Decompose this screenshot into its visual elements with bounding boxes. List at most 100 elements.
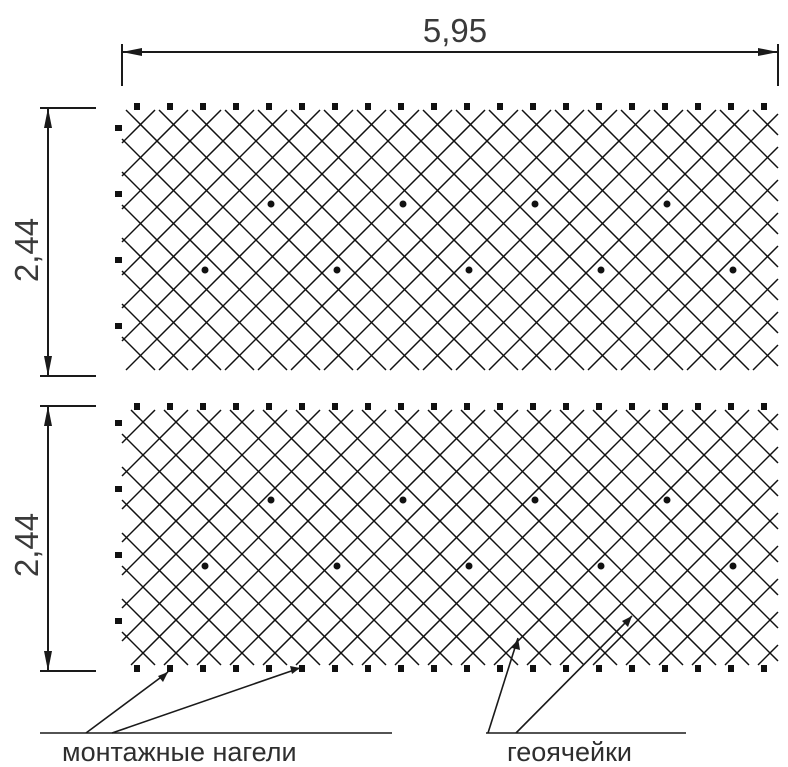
mesh-strip	[521, 109, 779, 367]
mesh-strip	[224, 109, 486, 371]
mesh-strip	[455, 109, 717, 371]
anchor-peg	[597, 562, 605, 570]
mesh-strip	[130, 409, 387, 666]
anchor-peg	[398, 665, 404, 672]
geocell-panel-bottom	[115, 403, 779, 672]
mesh-strip	[554, 109, 779, 334]
anchor-peg	[200, 403, 206, 410]
mesh-strip	[559, 409, 779, 629]
geocell-panel-top	[115, 103, 779, 371]
mesh-strip	[121, 204, 288, 371]
anchor-peg	[266, 403, 272, 410]
anchor-peg	[729, 266, 737, 274]
mesh-strip	[653, 245, 779, 371]
anchor-peg	[365, 665, 371, 672]
anchor-peg	[398, 103, 404, 110]
mesh-strip	[121, 336, 156, 371]
mesh-strip	[752, 109, 779, 136]
mesh-strip	[658, 545, 779, 666]
mesh-strip	[262, 409, 519, 666]
anchor-peg	[115, 125, 122, 131]
mesh-strip	[121, 409, 255, 543]
mesh-strip	[724, 611, 779, 666]
anchor-peg	[465, 266, 473, 274]
mesh-strip	[229, 409, 486, 666]
mesh-strip	[356, 109, 618, 371]
anchors-label: монтажные нагели	[62, 737, 297, 767]
mesh-strip	[121, 409, 354, 642]
mesh-strip	[121, 598, 189, 666]
mesh-strip	[361, 409, 618, 666]
mesh-strip	[121, 409, 288, 576]
mesh-strip	[121, 171, 321, 371]
anchor-peg	[266, 103, 272, 110]
anchor-peg	[464, 665, 470, 672]
anchor-peg	[728, 403, 734, 410]
mesh-strip	[394, 409, 651, 666]
anchor-peg	[299, 403, 305, 410]
mesh-strip	[427, 409, 684, 666]
mesh-strip	[121, 433, 354, 666]
anchor-peg	[431, 103, 437, 110]
anchor-peg	[115, 486, 122, 492]
anchor-peg	[115, 618, 122, 624]
anchor-peg	[465, 562, 473, 570]
anchor-peg	[663, 496, 671, 504]
mesh-strip	[121, 109, 321, 309]
anchor-peg	[167, 103, 173, 110]
anchor-peg	[399, 200, 407, 208]
mesh-strip	[121, 409, 156, 444]
anchor-peg	[431, 403, 437, 410]
anchor-peg	[299, 665, 305, 672]
anchor-peg	[530, 103, 536, 110]
anchor-peg	[729, 562, 737, 570]
mesh-strip	[757, 409, 779, 431]
width-dimension-label: 5,95	[423, 12, 487, 49]
mesh-strip	[719, 311, 779, 371]
cells-label: геоячейки	[507, 737, 632, 767]
height-dimension-bottom: 2,44	[8, 405, 96, 672]
anchor-peg	[761, 403, 767, 410]
mesh-strip	[121, 409, 222, 510]
anchor-peg	[399, 496, 407, 504]
anchor-peg	[398, 403, 404, 410]
anchor-peg	[233, 665, 239, 672]
anchor-peg	[497, 403, 503, 410]
anchors-leader: монтажные нагели	[40, 666, 392, 767]
mesh-strip	[625, 409, 779, 563]
anchor-peg	[333, 266, 341, 274]
mesh-strip	[121, 109, 288, 276]
anchor-peg	[663, 200, 671, 208]
mesh-strip	[752, 344, 779, 371]
mesh-strip	[121, 466, 321, 666]
mesh-strip	[686, 278, 779, 371]
anchor-peg	[365, 403, 371, 410]
anchor-peg	[167, 665, 173, 672]
mesh-strip	[328, 409, 585, 666]
mesh-strip	[719, 109, 779, 169]
anchor-peg	[115, 420, 122, 426]
mesh-strip	[422, 109, 684, 371]
anchor-peg	[563, 103, 569, 110]
anchor-peg	[267, 496, 275, 504]
anchor-peg	[464, 103, 470, 110]
height-dimension-top-label: 2,44	[8, 218, 45, 282]
height-dimension-bottom-label: 2,44	[8, 513, 45, 577]
anchor-peg	[629, 403, 635, 410]
mesh-strip	[196, 409, 453, 666]
mesh-strip	[121, 409, 321, 609]
width-dimension: 5,95	[121, 12, 779, 86]
anchor-peg	[201, 266, 209, 274]
anchor-peg	[200, 665, 206, 672]
mesh-strip	[121, 109, 255, 243]
anchor-peg	[563, 403, 569, 410]
mesh-strip	[653, 109, 779, 235]
anchor-peg	[695, 403, 701, 410]
mesh-strip	[592, 409, 779, 596]
anchor-peg	[134, 103, 140, 110]
anchor-peg	[233, 103, 239, 110]
height-dimension-top: 2,44	[8, 107, 96, 377]
mesh-strip	[121, 631, 156, 666]
anchor-peg	[662, 665, 668, 672]
